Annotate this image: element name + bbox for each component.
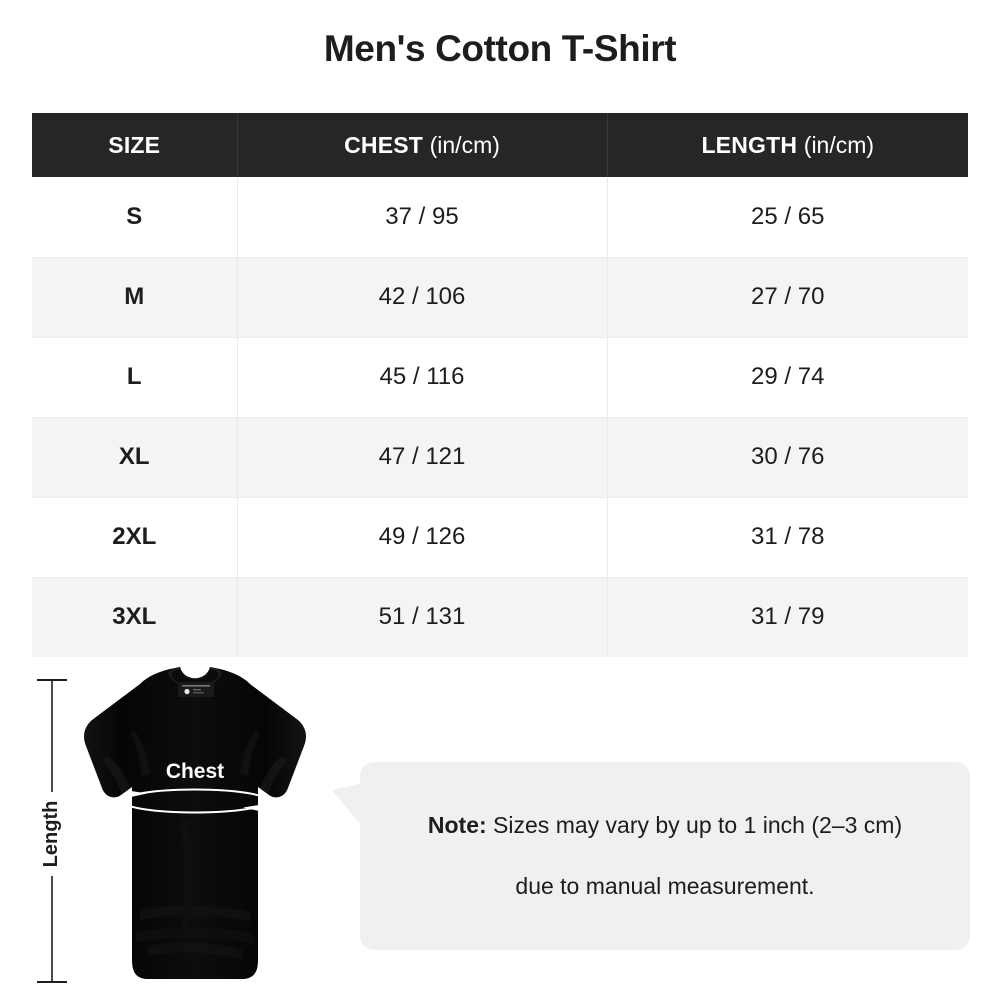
note-line-2: due to manual measurement. — [515, 873, 815, 899]
note-callout: Note: Sizes may vary by up to 1 inch (2–… — [332, 762, 970, 950]
table-header: SIZE CHEST (in/cm) LENGTH (in/cm) — [32, 113, 968, 177]
cell-chest: 42 / 106 — [237, 257, 608, 338]
cell-size: M — [32, 257, 238, 338]
cell-size: 3XL — [32, 577, 238, 657]
table-row: M 42 / 106 27 / 70 — [32, 257, 968, 338]
column-header-length-unit: (in/cm) — [803, 131, 875, 158]
neck-tag — [178, 682, 214, 697]
note-text-1: Sizes may vary by up to 1 inch (2–3 cm) — [486, 812, 903, 839]
chest-measure-ellipse — [121, 788, 269, 814]
note-line-1: Note: Sizes may vary by up to 1 inch (2–… — [428, 811, 902, 840]
cell-chest: 51 / 131 — [237, 577, 608, 657]
length-dimension-group: Length — [37, 679, 67, 983]
table-row: L 45 / 116 29 / 74 — [32, 337, 968, 418]
chest-measure-group: Chest — [121, 760, 269, 814]
table-row: 2XL 49 / 126 31 / 78 — [32, 497, 968, 578]
cell-size: S — [32, 177, 238, 258]
size-chart-table: SIZE CHEST (in/cm) LENGTH (in/cm) S 37 /… — [32, 113, 968, 657]
tshirt-graphic — [84, 667, 306, 979]
column-header-length-label: LENGTH — [701, 131, 798, 158]
chest-label: Chest — [166, 760, 224, 783]
tshirt-illustration: Chest Length — [30, 660, 360, 1000]
table-row: XL 47 / 121 30 / 76 — [32, 417, 968, 498]
table-header-row: SIZE CHEST (in/cm) LENGTH (in/cm) — [32, 113, 968, 177]
column-header-size: SIZE — [32, 113, 238, 177]
cell-chest: 47 / 121 — [237, 417, 608, 498]
cell-length: 31 / 78 — [607, 497, 968, 578]
note-label: Note: — [427, 812, 487, 839]
cell-length: 31 / 79 — [607, 577, 968, 657]
cell-length: 30 / 76 — [607, 417, 968, 498]
table-row: S 37 / 95 25 / 65 — [32, 177, 968, 258]
table-row: 3XL 51 / 131 31 / 79 — [32, 577, 968, 657]
cell-length: 27 / 70 — [607, 257, 968, 338]
cell-size: L — [32, 337, 238, 418]
column-header-chest: CHEST (in/cm) — [237, 113, 608, 177]
chest-arrow-left — [243, 805, 259, 811]
column-header-chest-label: CHEST — [344, 131, 424, 158]
cell-size: 2XL — [32, 497, 238, 578]
table-body: S 37 / 95 25 / 65 M 42 / 106 27 / 70 L 4… — [32, 177, 968, 657]
cell-chest: 45 / 116 — [237, 337, 608, 418]
length-label: Length — [40, 801, 62, 868]
cell-length: 25 / 65 — [607, 177, 968, 258]
chest-arrow-right — [131, 791, 147, 797]
callout-tail — [332, 784, 360, 824]
column-header-chest-unit: (in/cm) — [429, 131, 500, 158]
column-header-length: LENGTH (in/cm) — [607, 113, 968, 177]
cell-chest: 37 / 95 — [237, 177, 608, 258]
page-title: Men's Cotton T-Shirt — [323, 28, 677, 69]
cell-size: XL — [32, 417, 238, 498]
column-header-size-label: SIZE — [108, 131, 161, 158]
cell-chest: 49 / 126 — [237, 497, 608, 578]
cell-length: 29 / 74 — [607, 337, 968, 418]
